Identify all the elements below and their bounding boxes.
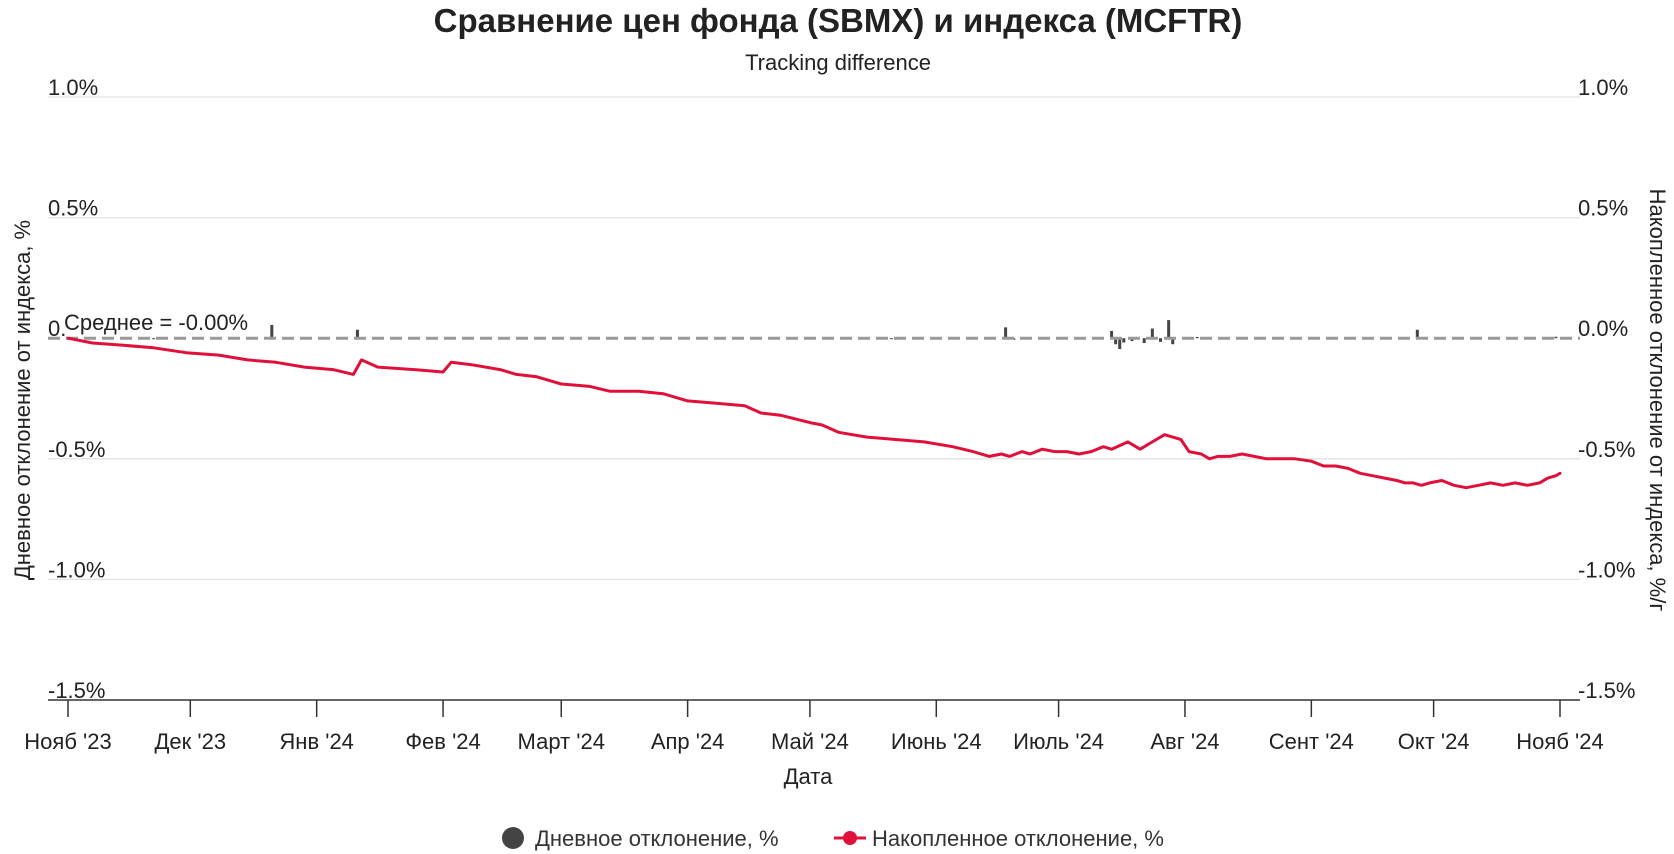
x-tick-label: Июнь '24 bbox=[891, 729, 982, 754]
y-axis-right-ticks: 1.0% 0.5% 0.0% -0.5% -1.0% -1.5% bbox=[1578, 75, 1635, 703]
x-axis-title: Дата bbox=[784, 764, 833, 789]
legend: Дневное отклонение, % Накопленное отклон… bbox=[502, 826, 1164, 851]
y-tick-right-label: -1.0% bbox=[1578, 557, 1635, 582]
x-tick-label: Март '24 bbox=[518, 729, 605, 754]
y-tick-left-label: 0.5% bbox=[48, 196, 98, 221]
x-tick-label: Нояб '23 bbox=[24, 729, 111, 754]
x-tick-label: Окт '24 bbox=[1398, 729, 1470, 754]
daily-deviation-bar bbox=[1159, 338, 1163, 342]
y-tick-right-label: -1.5% bbox=[1578, 678, 1635, 703]
mean-label: Среднее = -0.00% bbox=[64, 310, 248, 335]
y-axis-left-ticks: 1.0% 0.5% 0. -0.5% -1.0% -1.5% bbox=[48, 75, 105, 703]
y-axis-left-title: Дневное отклонение от индекса, % bbox=[10, 220, 35, 580]
y-tick-left-label: 0. bbox=[48, 316, 66, 341]
daily-deviation-bar bbox=[1150, 328, 1154, 339]
y-tick-left-label: -0.5% bbox=[48, 437, 105, 462]
daily-deviation-bar bbox=[355, 329, 359, 339]
y-axis-right-title: Накопленное отклонение от индекса, %/г bbox=[1645, 189, 1670, 612]
y-tick-left-label: 1.0% bbox=[48, 75, 98, 100]
x-tick-label: Нояб '24 bbox=[1516, 729, 1603, 754]
daily-deviation-bar bbox=[1114, 338, 1118, 345]
grid-lines bbox=[48, 96, 1580, 581]
cumulative-deviation-line bbox=[66, 336, 1562, 490]
daily-deviation-bar bbox=[152, 338, 156, 340]
daily-deviation-bars bbox=[152, 320, 1558, 350]
legend-cumulative-label: Накопленное отклонение, % bbox=[872, 826, 1164, 851]
chart-subtitle: Tracking difference bbox=[745, 50, 931, 75]
x-tick-label: Апр '24 bbox=[651, 729, 725, 754]
x-tick-label: Авг '24 bbox=[1150, 729, 1219, 754]
legend-daily-label: Дневное отклонение, % bbox=[535, 826, 779, 851]
legend-cumulative-marker bbox=[843, 831, 857, 845]
x-tick-label: Май '24 bbox=[771, 729, 849, 754]
legend-item-daily[interactable]: Дневное отклонение, % bbox=[502, 826, 779, 851]
daily-deviation-bar bbox=[1171, 338, 1175, 345]
x-axis: Нояб '23 Дек '23 Янв '24 Фев '24 Март '24 Апр… bbox=[24, 699, 1604, 754]
chart-title: Сравнение цен фонда (SBMX) и индекса (MC… bbox=[434, 2, 1243, 39]
y-tick-right-label: 0.5% bbox=[1578, 196, 1628, 221]
daily-deviation-bar bbox=[1167, 320, 1171, 339]
legend-item-cumulative[interactable]: Накопленное отклонение, % bbox=[834, 826, 1164, 851]
daily-deviation-bar bbox=[1142, 338, 1146, 344]
x-tick-label: Фев '24 bbox=[405, 729, 480, 754]
legend-daily-marker bbox=[502, 827, 524, 849]
daily-deviation-bar bbox=[1004, 327, 1008, 339]
daily-deviation-bar bbox=[1415, 329, 1419, 339]
daily-deviation-bar bbox=[1110, 330, 1114, 339]
y-tick-right-label: 1.0% bbox=[1578, 75, 1628, 100]
x-tick-label: Сент '24 bbox=[1269, 729, 1354, 754]
cumulative-deviation-series bbox=[66, 336, 1562, 490]
daily-deviation-bar bbox=[1118, 338, 1122, 350]
daily-deviation-bar bbox=[1122, 338, 1126, 343]
y-tick-right-label: 0.0% bbox=[1578, 316, 1628, 341]
y-tick-right-label: -0.5% bbox=[1578, 437, 1635, 462]
mean-line-group: Среднее = -0.00% bbox=[48, 310, 1580, 340]
daily-deviation-bar bbox=[270, 324, 274, 339]
daily-deviation-bar bbox=[889, 338, 893, 340]
daily-deviation-bar bbox=[1195, 336, 1199, 339]
y-tick-left-label: -1.0% bbox=[48, 557, 105, 582]
y-tick-left-label: -1.5% bbox=[48, 678, 105, 703]
daily-deviation-bar bbox=[1554, 336, 1558, 339]
x-tick-label: Янв '24 bbox=[279, 729, 354, 754]
x-tick-label: Дек '23 bbox=[155, 729, 227, 754]
x-tick-label: Июль '24 bbox=[1013, 729, 1104, 754]
